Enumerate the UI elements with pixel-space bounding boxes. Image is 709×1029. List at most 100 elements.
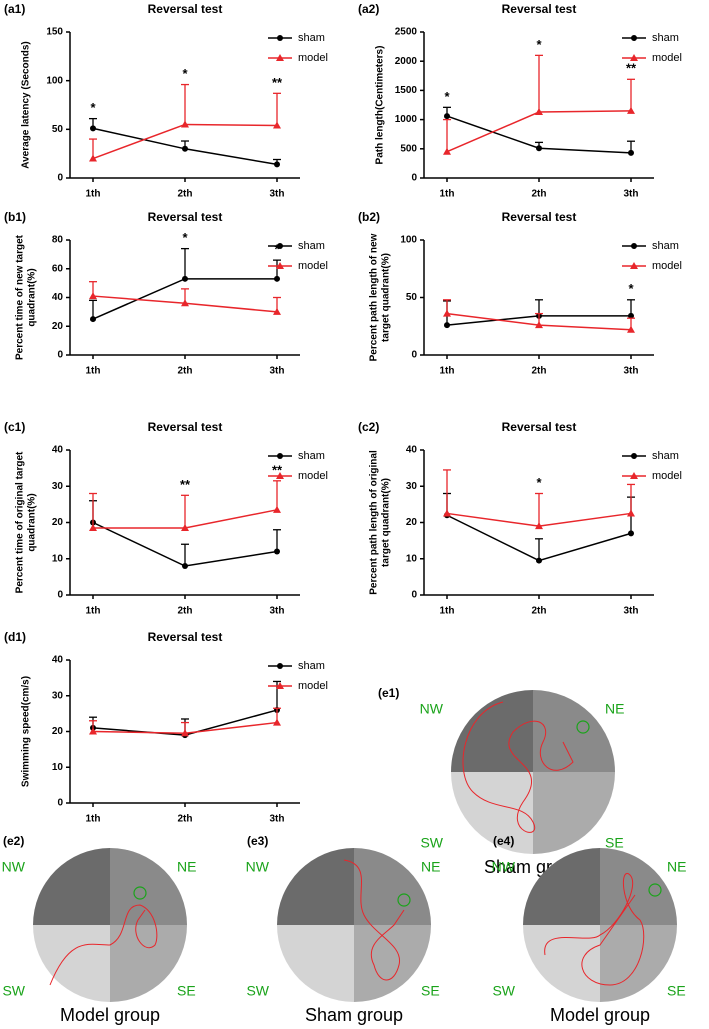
quadrant-label: SW bbox=[492, 983, 515, 999]
pool-quadrant bbox=[600, 925, 677, 1002]
pool-quadrant bbox=[33, 848, 110, 925]
y-tick-label: 10 bbox=[52, 762, 64, 773]
legend-label: model bbox=[298, 470, 328, 482]
x-tick-label: 2th bbox=[178, 366, 193, 377]
data-point bbox=[181, 523, 189, 531]
data-point bbox=[182, 563, 188, 569]
x-tick-label: 2th bbox=[178, 189, 193, 200]
quadrant-label: NE bbox=[667, 859, 686, 875]
data-point bbox=[535, 522, 543, 530]
y-tick-label: 2500 bbox=[395, 27, 418, 38]
data-point bbox=[627, 325, 635, 333]
quadrant-label: NW bbox=[246, 859, 270, 875]
pool-quadrant bbox=[533, 690, 615, 772]
significance: ** bbox=[626, 61, 637, 76]
platform bbox=[133, 886, 147, 900]
y-axis-label: target quadrant(%) bbox=[381, 478, 392, 567]
y-tick-label: 1500 bbox=[395, 85, 418, 96]
chart-title: Reversal test bbox=[148, 2, 223, 16]
y-axis-label: Percent time of new target bbox=[15, 234, 26, 360]
y-tick-label: 0 bbox=[57, 590, 63, 601]
legend-label: model bbox=[298, 52, 328, 64]
y-tick-label: 0 bbox=[411, 590, 417, 601]
y-tick-label: 500 bbox=[400, 143, 417, 154]
quadrant-label: NW bbox=[420, 701, 444, 717]
pool-quadrant bbox=[451, 772, 533, 854]
quadrant-label: SW bbox=[246, 983, 269, 999]
panel-label: (c1) bbox=[4, 420, 25, 434]
legend-marker bbox=[277, 663, 283, 669]
x-tick-label: 1th bbox=[440, 189, 455, 200]
x-tick-label: 1th bbox=[86, 189, 101, 200]
data-point bbox=[90, 316, 96, 323]
y-tick-label: 100 bbox=[46, 75, 63, 86]
significance: * bbox=[536, 37, 542, 52]
panel-label: (d1) bbox=[4, 630, 26, 644]
chart-title: Reversal test bbox=[502, 2, 577, 16]
y-tick-label: 0 bbox=[411, 173, 417, 184]
pool-quadrant bbox=[33, 925, 110, 1002]
y-tick-label: 20 bbox=[52, 726, 64, 737]
x-tick-label: 3th bbox=[624, 366, 639, 377]
y-tick-label: 0 bbox=[57, 798, 63, 809]
y-tick-label: 100 bbox=[400, 235, 417, 246]
pool-quadrant bbox=[110, 925, 187, 1002]
panel-label: (b2) bbox=[358, 210, 380, 224]
trajectory bbox=[343, 859, 405, 981]
pool-caption: Model group bbox=[550, 1005, 650, 1025]
significance: * bbox=[628, 281, 634, 296]
data-point bbox=[443, 309, 451, 317]
data-point bbox=[443, 147, 451, 155]
y-tick-label: 40 bbox=[52, 292, 64, 303]
data-point bbox=[181, 120, 189, 128]
significance: ** bbox=[180, 477, 191, 492]
quadrant-label: SW bbox=[2, 983, 25, 999]
x-tick-label: 1th bbox=[440, 366, 455, 377]
quadrant-label: SW bbox=[420, 835, 443, 851]
pool-quadrant bbox=[523, 848, 600, 925]
platform bbox=[397, 893, 411, 907]
significance: * bbox=[444, 89, 450, 104]
legend-label: model bbox=[652, 52, 682, 64]
data-point bbox=[536, 557, 542, 564]
quadrant-label: NW bbox=[492, 859, 516, 875]
y-tick-label: 20 bbox=[52, 517, 64, 528]
panel-label: (e2) bbox=[3, 834, 24, 848]
data-point bbox=[627, 106, 635, 114]
legend-marker bbox=[276, 262, 284, 269]
y-tick-label: 0 bbox=[411, 350, 417, 361]
y-tick-label: 20 bbox=[52, 321, 64, 332]
significance: * bbox=[274, 242, 280, 257]
significance: * bbox=[182, 230, 188, 245]
trajectory bbox=[544, 872, 645, 986]
pool-caption: Model group bbox=[60, 1005, 160, 1025]
data-point bbox=[444, 113, 450, 120]
y-tick-label: 2000 bbox=[395, 56, 418, 67]
y-axis-label: target quadrant(%) bbox=[381, 253, 392, 342]
platform bbox=[648, 883, 662, 897]
data-point bbox=[181, 729, 189, 737]
legend-marker bbox=[630, 54, 638, 61]
y-axis-label: quadrant(%) bbox=[27, 268, 38, 326]
pool-quadrant bbox=[277, 848, 354, 925]
significance: * bbox=[182, 66, 188, 81]
data-point bbox=[274, 275, 280, 282]
pool-caption: Sham group bbox=[305, 1005, 403, 1025]
data-point bbox=[628, 149, 634, 156]
legend-marker bbox=[277, 35, 283, 41]
pool-quadrant bbox=[354, 925, 431, 1002]
pool-quadrant bbox=[451, 690, 533, 772]
trajectory bbox=[49, 904, 158, 986]
y-tick-label: 50 bbox=[406, 292, 418, 303]
y-tick-label: 20 bbox=[406, 517, 418, 528]
y-tick-label: 0 bbox=[57, 350, 63, 361]
quadrant-label: SE bbox=[421, 983, 440, 999]
pool-quadrant bbox=[523, 925, 600, 1002]
data-point bbox=[273, 718, 281, 726]
y-axis-label: Path length(Centimeters) bbox=[375, 46, 386, 165]
panel-label: (e3) bbox=[247, 834, 268, 848]
y-tick-label: 80 bbox=[52, 235, 64, 246]
y-tick-label: 30 bbox=[52, 690, 64, 701]
data-point bbox=[182, 275, 188, 282]
pool-quadrant bbox=[354, 848, 431, 925]
